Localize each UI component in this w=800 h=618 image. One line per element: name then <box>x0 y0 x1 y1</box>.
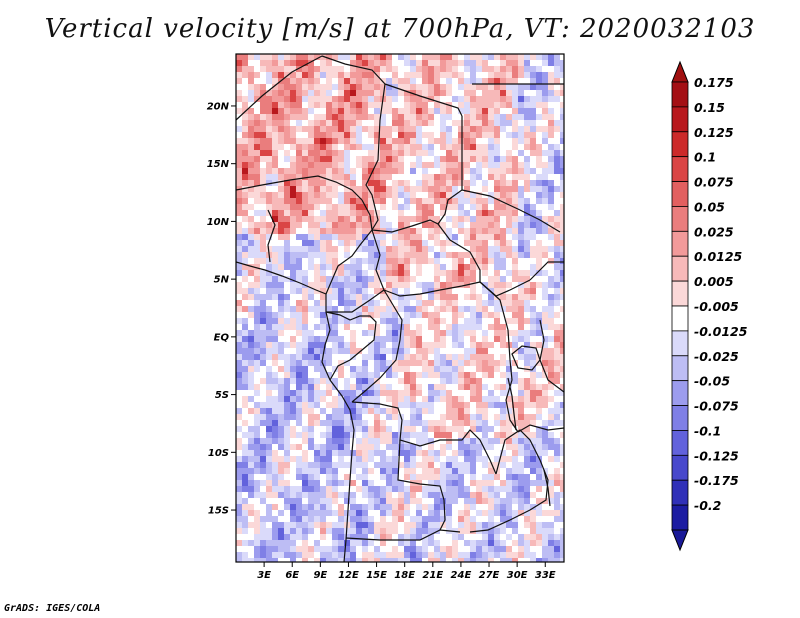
colorbar-label: 0.075 <box>694 175 734 190</box>
colorbar-swatch <box>671 81 689 108</box>
colorbar-label: -0.0125 <box>694 324 748 339</box>
colorbar-swatch <box>671 156 689 182</box>
colorbar-label: -0.175 <box>694 473 739 488</box>
border-sudan <box>437 116 463 225</box>
colorbar-swatch <box>671 106 689 133</box>
colorbar-swatch <box>671 454 689 481</box>
border-angola-zambia <box>397 439 446 531</box>
lon-tick-label: 3E <box>257 570 271 581</box>
lat-tick-label: EQ <box>214 332 230 343</box>
colorbar-label: -0.005 <box>694 299 739 314</box>
lon-tick-label: 15E <box>366 570 387 581</box>
colorbar-label: -0.075 <box>694 399 739 414</box>
lon-tick-label: 27E <box>479 570 500 581</box>
border-ethiopia <box>461 189 564 281</box>
latitude-axis: 20N 15N 10N 5N EQ 5S 10S 15S <box>207 101 236 517</box>
colorbar-label: 0.175 <box>694 75 734 90</box>
border-algeria-niger <box>236 55 323 121</box>
colorbar-label: 0.1 <box>694 150 716 165</box>
lat-tick-label: 15N <box>207 159 230 170</box>
lat-tick-label: 20N <box>207 101 230 112</box>
colorbar-label: 0.15 <box>694 100 725 115</box>
lon-tick-label: 24E <box>451 570 472 581</box>
colorbar-swatch <box>671 131 689 158</box>
colorbar-label: -0.1 <box>694 423 721 438</box>
plot-title: Vertical velocity [m/s] at 700hPa, VT: 2… <box>44 14 756 44</box>
border-south-sudan <box>437 223 531 297</box>
border-angola-namibia <box>345 529 461 541</box>
coastline <box>236 261 355 562</box>
colorbar-label: 0.05 <box>694 199 725 214</box>
border-drc-east <box>479 281 519 433</box>
border-mali-niger <box>236 175 363 201</box>
lon-tick-label: 9E <box>313 570 327 581</box>
border-chad-car <box>371 219 439 233</box>
lon-tick-label: 6E <box>285 570 299 581</box>
border-drc-congo <box>351 289 403 403</box>
lat-tick-label: 5S <box>215 390 229 401</box>
colorbar-label: -0.025 <box>694 349 739 364</box>
lon-tick-label: 30E <box>507 570 528 581</box>
colorbar-swatch <box>671 355 689 382</box>
colorbar-swatch <box>671 504 689 531</box>
border-congo-gabon <box>325 311 377 381</box>
border-niger-chad <box>365 83 386 231</box>
colorbar-swatch <box>671 206 689 232</box>
colorbar-label: -0.125 <box>694 448 739 463</box>
colorbar-swatch <box>671 380 689 406</box>
map-frame <box>235 53 565 563</box>
colorbar-label: 0.0125 <box>694 249 743 264</box>
colorbar-top-arrow <box>671 60 689 83</box>
country-borders <box>236 55 564 562</box>
border-car-drc <box>383 281 481 297</box>
colorbar-swatch <box>671 255 689 282</box>
border-uganda-kenya <box>539 319 564 393</box>
lon-tick-label: 21E <box>422 570 443 581</box>
lake-tanganyika <box>507 377 517 431</box>
colorbar-swatch <box>671 181 689 207</box>
colorbar-swatch <box>671 430 689 456</box>
colorbar-swatch <box>671 479 689 506</box>
colorbar-label: 0.005 <box>694 274 734 289</box>
lat-tick-label: 15S <box>208 506 229 517</box>
longitude-axis: 3E 6E 9E 12E 15E 18E 21E 24E 27E 30E 33E <box>257 562 556 581</box>
lat-tick-label: 10S <box>208 448 229 459</box>
border-libya-niger <box>321 55 386 85</box>
border-drc-angola <box>351 401 497 475</box>
border-zambia-east <box>469 429 549 533</box>
colorbar-label: 0.025 <box>694 224 734 239</box>
colorbar-swatch <box>671 330 689 357</box>
lat-tick-label: 5N <box>214 275 230 286</box>
colorbar-label: 0.125 <box>694 125 734 140</box>
border-chad-libya <box>384 83 463 117</box>
lat-tick-label: 10N <box>207 217 230 228</box>
lon-tick-label: 12E <box>338 570 359 581</box>
vertical-velocity-field <box>236 54 564 562</box>
border-nigeria <box>267 199 373 295</box>
colorbar-swatch <box>671 230 689 257</box>
lon-tick-label: 18E <box>394 570 415 581</box>
colorbar-swatch <box>671 305 689 332</box>
colorbar-label: -0.05 <box>694 374 730 389</box>
colorbar-label: -0.2 <box>694 498 721 513</box>
lake-malawi <box>543 469 551 507</box>
colorbar-swatch <box>671 280 689 307</box>
lon-tick-label: 33E <box>535 570 556 581</box>
border-tanzania <box>517 424 564 433</box>
colorbar-bottom-arrow <box>671 529 689 552</box>
colorbar-swatch <box>671 405 689 431</box>
footer-credit: GrADS: IGES/COLA <box>4 603 101 614</box>
